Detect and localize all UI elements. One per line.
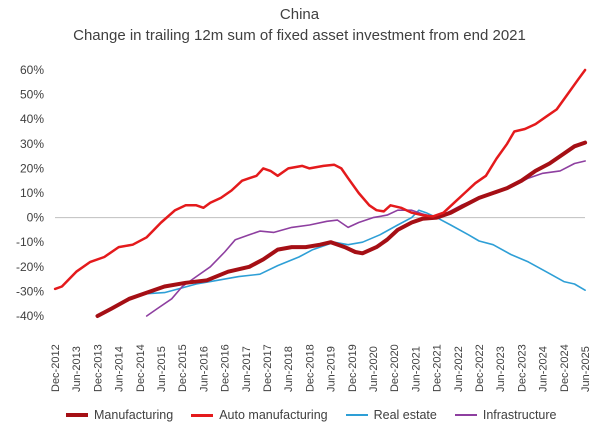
x-tick-label: Jun-2022 xyxy=(453,346,465,392)
series-layer xyxy=(53,68,588,318)
x-tick-label: Jun-2024 xyxy=(538,346,550,392)
x-tick-label: Jun-2014 xyxy=(114,346,126,392)
x-tick-label: Dec-2014 xyxy=(135,344,147,392)
x-tick-label: Dec-2024 xyxy=(559,344,571,392)
chart-subtitle: Change in trailing 12m sum of fixed asse… xyxy=(73,27,526,44)
x-tick-label: Jun-2021 xyxy=(410,346,422,392)
y-tick-label: -20% xyxy=(16,260,44,274)
x-tick-label: Dec-2023 xyxy=(516,344,528,392)
x-tick-label: Dec-2019 xyxy=(347,344,359,392)
series-line-manufacturing xyxy=(95,140,588,318)
x-tick-label: Dec-2013 xyxy=(92,344,104,392)
legend-swatch xyxy=(454,414,477,416)
legend-label: Infrastructure xyxy=(482,408,557,422)
legend: Manufacturing Auto manufacturing Real esta… xyxy=(66,408,557,422)
x-tick-label: Jun-2019 xyxy=(326,346,338,392)
legend-item: Auto manufacturing xyxy=(191,408,328,422)
line-chart: 60% 50% 40% 30% 20% 10% 0% -10% -20% -30% -40% Dec… xyxy=(16,63,592,392)
y-tick-label: 50% xyxy=(20,88,44,102)
legend-label: Real estate xyxy=(373,408,437,422)
legend-item: Infrastructure xyxy=(454,408,557,422)
y-tick-label: -10% xyxy=(16,235,44,249)
x-tick-label: Dec-2015 xyxy=(177,344,189,392)
y-axis-ticks: 60% 50% 40% 30% 20% 10% 0% -10% -20% -30% -40% xyxy=(16,63,44,323)
series-line-infrastructure xyxy=(145,160,586,317)
legend-label: Manufacturing xyxy=(94,408,174,422)
y-tick-label: 10% xyxy=(20,186,44,200)
x-tick-label: Jun-2025 xyxy=(580,346,592,392)
x-tick-label: Dec-2018 xyxy=(304,344,316,392)
x-tick-label: Jun-2016 xyxy=(198,346,210,392)
y-tick-label: -40% xyxy=(16,309,44,323)
y-tick-label: 0% xyxy=(27,211,45,225)
y-tick-label: -30% xyxy=(16,284,44,298)
y-tick-label: 30% xyxy=(20,137,44,151)
legend-swatch xyxy=(345,414,368,416)
x-tick-label: Dec-2016 xyxy=(220,344,232,392)
series-line-auto-manufacturing xyxy=(53,68,587,291)
x-tick-label: Jun-2015 xyxy=(156,346,168,392)
chart-title: China xyxy=(279,6,320,23)
y-tick-label: 20% xyxy=(20,161,44,175)
y-tick-label: 40% xyxy=(20,112,44,126)
legend-swatch xyxy=(66,413,88,417)
x-tick-label: Dec-2020 xyxy=(389,344,401,392)
y-tick-label: 60% xyxy=(20,63,44,77)
x-tick-label: Dec-2021 xyxy=(432,344,444,392)
x-tick-label: Jun-2017 xyxy=(241,346,253,392)
legend-item: Manufacturing xyxy=(66,408,173,422)
x-tick-label: Jun-2013 xyxy=(71,346,83,392)
legend-label: Auto manufacturing xyxy=(219,408,328,422)
legend-item: Real estate xyxy=(345,408,437,422)
x-tick-label: Jun-2018 xyxy=(283,346,295,392)
x-tick-label: Dec-2022 xyxy=(474,344,486,392)
x-tick-label: Jun-2023 xyxy=(495,346,507,392)
x-tick-label: Dec-2017 xyxy=(262,344,274,392)
x-tick-label: Jun-2020 xyxy=(368,346,380,392)
legend-swatch xyxy=(191,413,214,417)
x-axis-ticks: Dec-2012 Jun-2013 Dec-2013 Jun-2014 Dec-2014… xyxy=(50,344,592,392)
x-tick-label: Dec-2012 xyxy=(50,344,62,392)
